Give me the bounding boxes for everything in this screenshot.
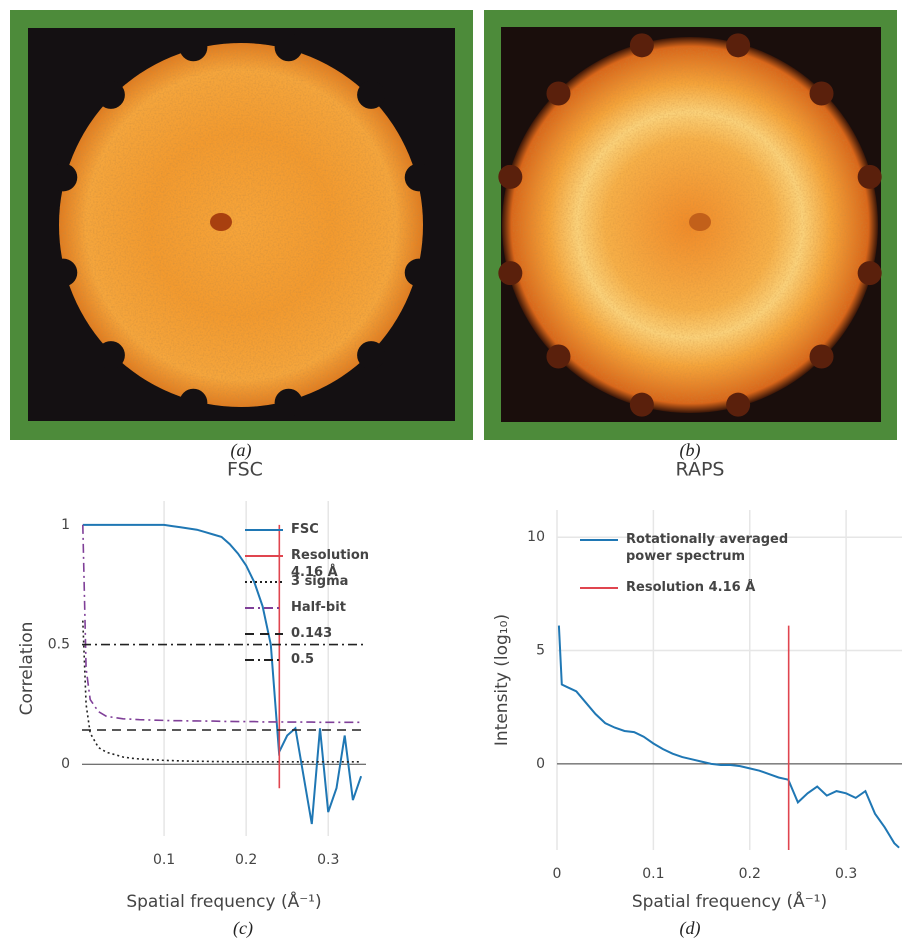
notch: [97, 341, 125, 369]
notch: [810, 81, 834, 105]
y-tick-label: 0.5: [48, 637, 70, 653]
y-tick-label: 5: [536, 643, 545, 659]
notch: [275, 33, 303, 61]
notch: [546, 345, 570, 369]
notch: [179, 389, 207, 417]
legend-label: 3 sigma: [291, 573, 381, 590]
legend-item: Resolution 4.16 Å: [626, 579, 826, 619]
y-tick-label: 10: [527, 529, 545, 545]
legend-label: Resolution 4.16 Å: [626, 579, 826, 596]
x-axis-label: Spatial frequency (Å⁻¹): [126, 890, 321, 912]
caption: (d): [680, 918, 701, 939]
x-tick-label: 0.2: [235, 852, 257, 868]
notch: [726, 33, 750, 57]
notch: [726, 393, 750, 417]
notch: [630, 33, 654, 57]
notch: [858, 165, 882, 189]
notch: [405, 259, 433, 287]
legend-label: 0.143: [291, 625, 381, 642]
legend-item: Rotationally averaged power spectrum: [626, 531, 826, 571]
notch: [405, 163, 433, 191]
y-axis-label: Intensity (log₁₀): [492, 614, 512, 746]
notch: [498, 165, 522, 189]
y-tick-label: 0: [61, 756, 70, 772]
notch: [49, 163, 77, 191]
x-tick-label: 0.3: [835, 866, 857, 882]
notch: [49, 259, 77, 287]
notch: [810, 345, 834, 369]
notch: [357, 341, 385, 369]
legend-label: 0.5: [291, 651, 381, 668]
y-tick-label: 0: [536, 756, 545, 772]
y-tick-label: 1: [61, 517, 70, 533]
chart-title: FSC: [227, 459, 263, 481]
x-tick-label: 0.3: [317, 852, 339, 868]
y-axis-label: Correlation: [17, 622, 37, 716]
notch: [858, 261, 882, 285]
x-axis-label: Spatial frequency (Å⁻¹): [632, 890, 827, 912]
image-b: [484, 10, 897, 440]
chart-title: RAPS: [676, 459, 725, 481]
series-line: [559, 626, 899, 848]
notch: [357, 81, 385, 109]
notch: [630, 393, 654, 417]
caption: (c): [233, 918, 253, 939]
x-tick-label: 0.1: [642, 866, 664, 882]
figure: (a) (b) FSC(c)Spatial frequency (Å⁻¹)Cor…: [0, 0, 907, 941]
legend-item: 0.5: [291, 651, 381, 691]
legend-label: Half-bit: [291, 599, 381, 616]
notch: [546, 81, 570, 105]
legend-label: Rotationally averaged power spectrum: [626, 531, 826, 565]
notch: [275, 389, 303, 417]
notch: [179, 33, 207, 61]
legend-label: FSC: [291, 521, 381, 538]
x-tick-label: 0: [553, 866, 562, 882]
image-a: [10, 10, 473, 440]
x-tick-label: 0.1: [153, 852, 175, 868]
x-tick-label: 0.2: [739, 866, 761, 882]
notch: [498, 261, 522, 285]
notch: [97, 81, 125, 109]
